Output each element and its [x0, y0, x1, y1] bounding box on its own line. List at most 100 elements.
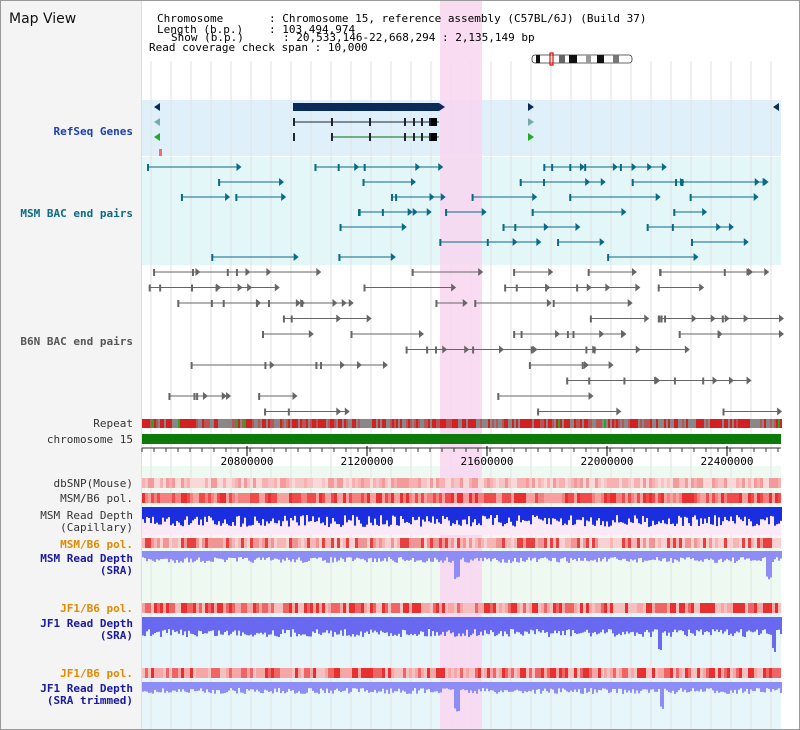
jf1-pol-bar-2	[385, 668, 388, 678]
msm-depth-sra-bar	[158, 551, 160, 561]
axis-tick-label: 21200000	[341, 455, 394, 468]
jf1-depth-sra-bar	[694, 617, 696, 636]
msm-depth-sra-bar	[552, 551, 554, 558]
jf1-depth-trim-bar	[322, 682, 324, 691]
msm-depth-sra-bar	[656, 551, 658, 558]
jf1-pol-bar	[325, 603, 328, 613]
track-label-refseq[interactable]: RefSeq Genes	[53, 125, 133, 138]
jf1-pol-bar	[460, 603, 463, 613]
b6n-bac-pair	[657, 315, 660, 323]
msm-pol-bar	[319, 493, 322, 503]
jf1-depth-trim-bar	[620, 682, 622, 689]
msm-depth-sra-bar	[554, 551, 556, 558]
msm-pol-bar	[436, 493, 439, 503]
jf1-depth-trim-bar	[296, 682, 298, 693]
msm-depth-cap-bar	[540, 507, 542, 520]
dbsnp-bar	[157, 478, 160, 488]
msm-pol-bar	[589, 493, 592, 503]
jf1-pol-bar-2	[337, 668, 340, 678]
msm-pol-bar	[754, 493, 757, 503]
jf1-pol-bar-2	[634, 668, 637, 678]
msm-depth-cap-bar	[262, 507, 264, 520]
msm-depth-sra-bar	[584, 551, 586, 558]
msm-pol-bar-2	[742, 538, 745, 548]
msm-depth-sra-bar	[608, 551, 610, 559]
msm-depth-sra-bar	[168, 551, 170, 563]
repeat-bar	[732, 419, 734, 428]
repeat-bar	[286, 419, 288, 428]
b6n-bac-pair	[644, 314, 650, 323]
jf1-depth-sra-bar	[700, 617, 702, 630]
msm-depth-cap-bar	[456, 507, 458, 521]
msm-depth-cap-bar	[176, 507, 178, 521]
jf1-depth-sra-bar	[512, 617, 514, 630]
jf1-depth-trim-bar	[352, 682, 354, 689]
jf1-depth-sra-bar	[370, 617, 372, 630]
jf1-pol-bar-2	[775, 668, 778, 678]
jf1-depth-trim-bar	[268, 682, 270, 692]
jf1-depth-trim-bar	[464, 682, 466, 691]
msm-pol-bar	[667, 493, 670, 503]
jf1-pol-bar	[145, 603, 148, 613]
repeat-bar	[760, 419, 762, 428]
msm-pol-bar	[514, 493, 517, 503]
msm-pol-bar-2	[751, 538, 754, 548]
jf1-depth-trim-bar	[278, 682, 280, 689]
msm-pol-bar	[277, 493, 280, 503]
msm-depth-sra-bar	[716, 551, 718, 563]
b6n-bac-pair	[269, 361, 275, 369]
msm-depth-sra-bar	[292, 551, 294, 560]
jf1-pol-bar	[418, 603, 421, 613]
jf1-pol-bar	[274, 603, 277, 613]
jf1-depth-trim-bar	[614, 682, 616, 690]
msm-depth-sra-bar	[720, 551, 722, 559]
repeat-bar	[164, 419, 166, 428]
track-label-msm-bac[interactable]: MSM BAC end pairs	[20, 207, 133, 220]
label-pane	[1, 1, 142, 729]
jf1-depth-trim-bar	[508, 682, 510, 692]
jf1-depth-sra-bar	[298, 617, 300, 635]
dbsnp-bar	[148, 478, 151, 488]
msm-pol-bar	[751, 493, 754, 503]
repeat-bar	[256, 419, 258, 428]
jf1-depth-trim-bar	[292, 682, 294, 691]
jf1-depth-trim-bar	[662, 682, 664, 709]
jf1-depth-sra-bar	[168, 617, 170, 630]
msm-depth-sra-bar	[730, 551, 732, 562]
jf1-depth-sra-bar	[288, 617, 290, 631]
repeat-bar	[316, 419, 318, 428]
jf1-depth-sra-bar	[230, 617, 232, 634]
b6n-bac-pair	[497, 393, 500, 400]
jf1-depth-sra-bar	[448, 617, 450, 631]
jf1-depth-sra-bar	[574, 617, 576, 634]
msm-pol-bar	[481, 493, 484, 503]
msm-depth-cap-bar	[418, 507, 420, 517]
msm-depth-cap-bar	[412, 507, 414, 517]
jf1-pol-bar	[301, 603, 304, 613]
msm-depth-cap-bar	[498, 507, 500, 523]
repeat-bar	[216, 419, 218, 428]
jf1-depth-sra-bar	[352, 617, 354, 635]
jf1-depth-sra-bar	[718, 617, 720, 633]
jf1-pol-bar-2	[220, 668, 223, 678]
jf1-depth-sra-bar	[264, 617, 266, 633]
repeat-bar	[664, 419, 666, 428]
msm-depth-cap-bar	[584, 507, 586, 527]
msm-pol-bar	[169, 493, 172, 503]
msm-depth-cap-bar	[528, 507, 530, 521]
dbsnp-bar	[661, 478, 664, 488]
jf1-depth-sra-bar	[758, 617, 760, 635]
msm-pol-bar-2	[400, 538, 403, 548]
track-label-b6n-bac[interactable]: B6N BAC end pairs	[20, 335, 133, 348]
repeat-bar	[718, 419, 720, 428]
jf1-pol-bar	[445, 603, 448, 613]
jf1-depth-trim-bar	[280, 682, 282, 694]
msm-depth-sra-bar	[632, 551, 634, 561]
msm-pol-bar	[409, 493, 412, 503]
repeat-bar	[386, 419, 388, 428]
jf1-depth-trim-bar	[478, 682, 480, 690]
msm-pol-bar-2	[541, 538, 544, 548]
msm-depth-sra-bar	[262, 551, 264, 558]
jf1-depth-trim-bar	[756, 682, 758, 689]
